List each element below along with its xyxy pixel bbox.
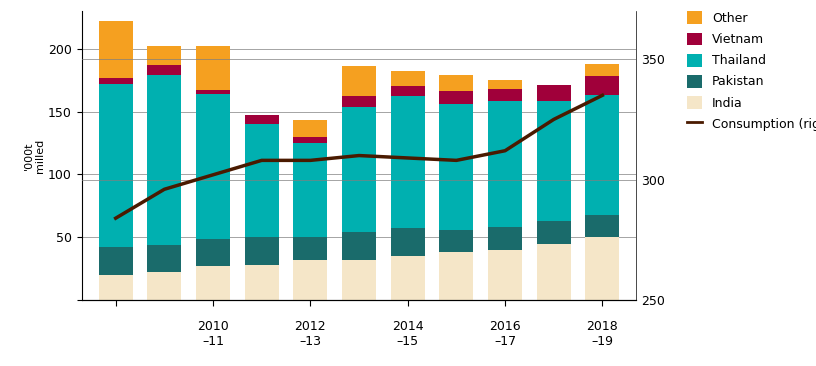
- Bar: [342, 260, 376, 300]
- Bar: [196, 90, 230, 94]
- Bar: [488, 250, 522, 300]
- Bar: [342, 66, 376, 97]
- Bar: [245, 237, 279, 265]
- Bar: [488, 89, 522, 101]
- Bar: [342, 232, 376, 260]
- Bar: [148, 245, 181, 272]
- Text: 2012: 2012: [295, 320, 326, 333]
- Text: 2016: 2016: [490, 320, 521, 333]
- Bar: [488, 227, 522, 250]
- Text: –13: –13: [299, 335, 322, 348]
- Text: 2018: 2018: [587, 320, 619, 333]
- Bar: [245, 265, 279, 300]
- Bar: [148, 46, 181, 65]
- Bar: [439, 104, 473, 230]
- Bar: [342, 97, 376, 107]
- Bar: [293, 260, 327, 300]
- Text: –11: –11: [202, 335, 224, 348]
- Bar: [245, 115, 279, 124]
- Bar: [537, 243, 570, 300]
- Bar: [488, 101, 522, 227]
- Bar: [391, 256, 425, 300]
- Bar: [537, 85, 570, 101]
- Bar: [439, 252, 473, 300]
- Bar: [439, 92, 473, 104]
- Bar: [148, 272, 181, 300]
- Bar: [537, 101, 570, 221]
- Text: –15: –15: [397, 335, 419, 348]
- Bar: [585, 64, 619, 76]
- Bar: [245, 124, 279, 237]
- Bar: [99, 247, 133, 275]
- Bar: [537, 221, 570, 243]
- Bar: [196, 266, 230, 300]
- Y-axis label: '000t
milled: '000t milled: [24, 138, 45, 173]
- Bar: [585, 237, 619, 300]
- Bar: [585, 95, 619, 214]
- Bar: [196, 46, 230, 90]
- Bar: [99, 84, 133, 247]
- Bar: [293, 237, 327, 260]
- Bar: [439, 230, 473, 252]
- Bar: [293, 137, 327, 143]
- Bar: [99, 78, 133, 84]
- Bar: [148, 65, 181, 75]
- Bar: [99, 275, 133, 300]
- Bar: [391, 228, 425, 256]
- Legend: Other, Vietnam, Thailand, Pakistan, India, Consumption (right axis): Other, Vietnam, Thailand, Pakistan, Indi…: [687, 11, 816, 131]
- Text: 2014: 2014: [392, 320, 424, 333]
- Bar: [148, 75, 181, 245]
- Text: –19: –19: [592, 335, 614, 348]
- Text: 2010: 2010: [197, 320, 229, 333]
- Bar: [293, 120, 327, 137]
- Bar: [293, 143, 327, 237]
- Bar: [196, 94, 230, 239]
- Bar: [391, 71, 425, 86]
- Bar: [99, 21, 133, 78]
- Bar: [439, 75, 473, 92]
- Bar: [196, 239, 230, 266]
- Bar: [342, 107, 376, 232]
- Bar: [391, 86, 425, 97]
- Bar: [585, 76, 619, 95]
- Bar: [488, 80, 522, 89]
- Text: –17: –17: [494, 335, 517, 348]
- Bar: [391, 97, 425, 228]
- Bar: [585, 214, 619, 237]
